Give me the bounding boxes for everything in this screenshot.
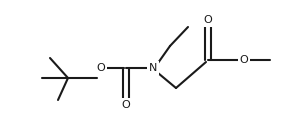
Text: O: O [240, 55, 248, 65]
Text: O: O [97, 63, 105, 73]
Text: O: O [203, 15, 212, 25]
Text: N: N [149, 63, 157, 73]
Text: O: O [122, 100, 130, 110]
